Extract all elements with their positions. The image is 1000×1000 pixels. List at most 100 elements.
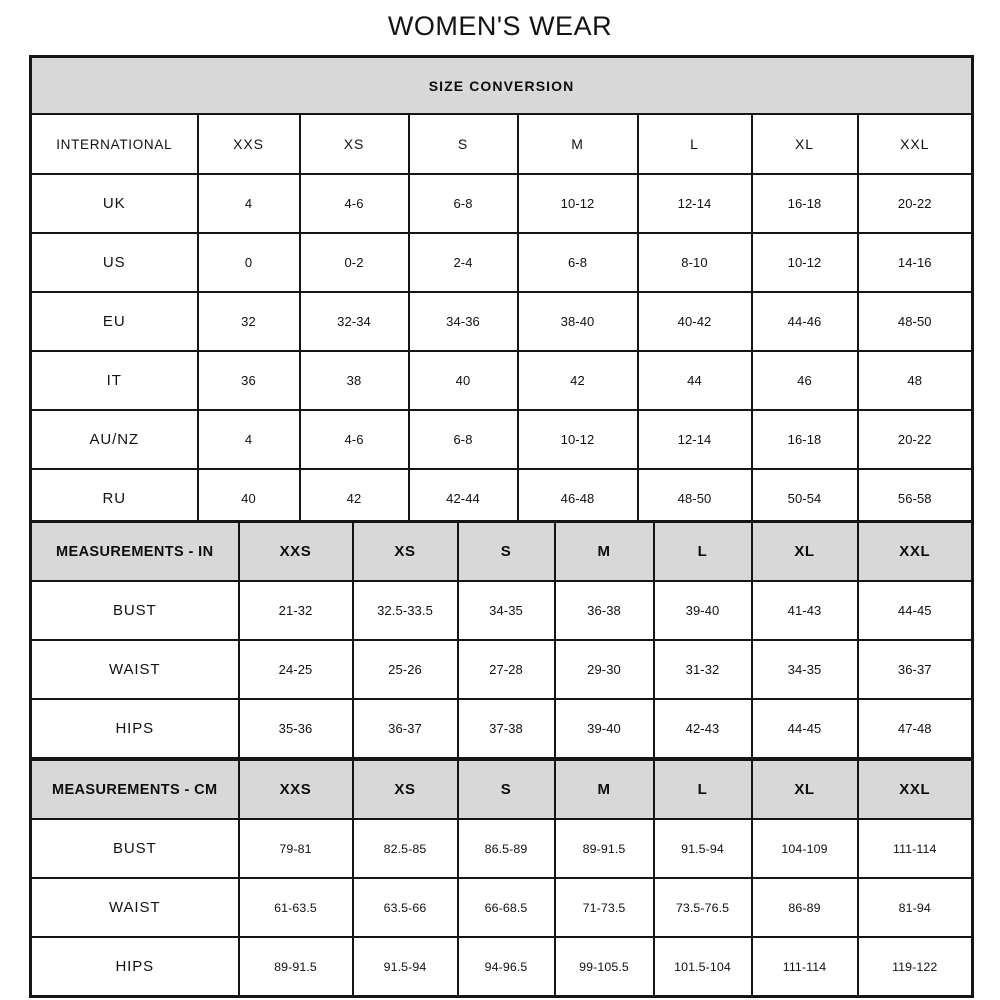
row-label-it: IT bbox=[29, 350, 199, 411]
cell-it-s: 40 bbox=[407, 350, 519, 411]
table-row: WAIST 61-63.5 63.5-66 66-68.5 71-73.5 73… bbox=[29, 877, 974, 938]
header-cell-cm-s: S bbox=[456, 758, 556, 820]
cell-aunz-l: 12-14 bbox=[636, 409, 753, 470]
cell-eu-m: 38-40 bbox=[516, 291, 639, 352]
cell-in-waist-xl: 34-35 bbox=[750, 639, 859, 700]
cell-us-s: 2-4 bbox=[407, 232, 519, 293]
cell-in-hips-l: 42-43 bbox=[652, 698, 753, 760]
cell-eu-xs: 32-34 bbox=[298, 291, 410, 352]
cell-in-hips-xxs: 35-36 bbox=[237, 698, 354, 760]
row-label-cm-waist: WAIST bbox=[29, 877, 240, 938]
cell-cm-hips-xl: 111-114 bbox=[750, 936, 859, 998]
header-cell-cm-xxs: XXS bbox=[237, 758, 354, 820]
cell-it-xxl: 48 bbox=[856, 350, 974, 411]
cell-ru-s: 42-44 bbox=[407, 468, 519, 530]
row-label-in-hips: HIPS bbox=[29, 698, 240, 760]
header-cell-s: S bbox=[407, 113, 519, 175]
cell-in-bust-xl: 41-43 bbox=[750, 580, 859, 641]
row-label-eu: EU bbox=[29, 291, 199, 352]
cell-in-hips-xs: 36-37 bbox=[351, 698, 459, 760]
cell-cm-bust-l: 91.5-94 bbox=[652, 818, 753, 879]
cell-in-hips-xxl: 47-48 bbox=[856, 698, 974, 760]
table-row: HIPS 89-91.5 91.5-94 94-96.5 99-105.5 10… bbox=[29, 936, 974, 998]
cell-cm-waist-s: 66-68.5 bbox=[456, 877, 556, 938]
cell-ru-l: 48-50 bbox=[636, 468, 753, 530]
cell-aunz-xl: 16-18 bbox=[750, 409, 859, 470]
cell-cm-hips-l: 101.5-104 bbox=[652, 936, 753, 998]
table-row: EU 32 32-34 34-36 38-40 40-42 44-46 48-5… bbox=[29, 291, 974, 352]
table-banner-row: SIZE CONVERSION bbox=[29, 55, 974, 115]
header-cell-in-s: S bbox=[456, 520, 556, 582]
header-cell-xs: XS bbox=[298, 113, 410, 175]
header-cell-l: L bbox=[636, 113, 753, 175]
cell-in-bust-xxs: 21-32 bbox=[237, 580, 354, 641]
header-cell-in-xxl: XXL bbox=[856, 520, 974, 582]
cell-in-bust-s: 34-35 bbox=[456, 580, 556, 641]
measurements-in-table: MEASUREMENTS - IN XXS XS S M L XL XXL BU… bbox=[29, 520, 974, 760]
measurements-cm-table: MEASUREMENTS - CM XXS XS S M L XL XXL BU… bbox=[29, 758, 974, 998]
cell-cm-waist-l: 73.5-76.5 bbox=[652, 877, 753, 938]
header-cell-cm-xl: XL bbox=[750, 758, 859, 820]
cell-cm-bust-s: 86.5-89 bbox=[456, 818, 556, 879]
cell-eu-l: 40-42 bbox=[636, 291, 753, 352]
header-cell-cm-l: L bbox=[652, 758, 753, 820]
cell-in-bust-l: 39-40 bbox=[652, 580, 753, 641]
cell-it-l: 44 bbox=[636, 350, 753, 411]
header-cell-xxs: XXS bbox=[196, 113, 301, 175]
cell-uk-xl: 16-18 bbox=[750, 173, 859, 234]
cell-cm-hips-m: 99-105.5 bbox=[553, 936, 655, 998]
header-cell-xl: XL bbox=[750, 113, 859, 175]
row-label-cm-bust: BUST bbox=[29, 818, 240, 879]
header-cell-in-m: M bbox=[553, 520, 655, 582]
header-cell-cm-xxl: XXL bbox=[856, 758, 974, 820]
cell-in-bust-m: 36-38 bbox=[553, 580, 655, 641]
table-row: HIPS 35-36 36-37 37-38 39-40 42-43 44-45… bbox=[29, 698, 974, 760]
size-conversion-table: SIZE CONVERSION INTERNATIONAL XXS XS S M… bbox=[29, 55, 975, 530]
cell-in-waist-xxl: 36-37 bbox=[856, 639, 974, 700]
cell-ru-xl: 50-54 bbox=[750, 468, 859, 530]
cell-uk-m: 10-12 bbox=[516, 173, 639, 234]
table-row: US 0 0-2 2-4 6-8 8-10 10-12 14-16 bbox=[29, 232, 974, 293]
cell-cm-hips-s: 94-96.5 bbox=[456, 936, 556, 998]
cell-aunz-s: 6-8 bbox=[407, 409, 519, 470]
header-cell-xxl: XXL bbox=[856, 113, 974, 175]
cell-us-l: 8-10 bbox=[636, 232, 753, 293]
cell-us-xl: 10-12 bbox=[750, 232, 859, 293]
page-title: WOMEN'S WEAR bbox=[387, 11, 613, 41]
cell-in-bust-xs: 32.5-33.5 bbox=[351, 580, 459, 641]
header-cell-international: INTERNATIONAL bbox=[29, 113, 199, 175]
cell-eu-s: 34-36 bbox=[407, 291, 519, 352]
row-label-in-waist: WAIST bbox=[29, 639, 240, 700]
cell-it-xxs: 36 bbox=[196, 350, 301, 411]
cell-cm-waist-xs: 63.5-66 bbox=[351, 877, 459, 938]
cell-cm-bust-xxl: 111-114 bbox=[856, 818, 974, 879]
cell-cm-hips-xs: 91.5-94 bbox=[351, 936, 459, 998]
cell-cm-waist-xxs: 61-63.5 bbox=[237, 877, 354, 938]
cell-in-waist-xs: 25-26 bbox=[351, 639, 459, 700]
cell-it-xs: 38 bbox=[298, 350, 410, 411]
row-label-aunz: AU/NZ bbox=[29, 409, 199, 470]
cell-ru-m: 46-48 bbox=[516, 468, 639, 530]
table-header-row: MEASUREMENTS - CM XXS XS S M L XL XXL bbox=[29, 758, 974, 820]
cell-in-waist-xxs: 24-25 bbox=[237, 639, 354, 700]
cell-aunz-m: 10-12 bbox=[516, 409, 639, 470]
row-label-uk: UK bbox=[29, 173, 199, 234]
table-row: WAIST 24-25 25-26 27-28 29-30 31-32 34-3… bbox=[29, 639, 974, 700]
header-cell-in-xxs: XXS bbox=[237, 520, 354, 582]
cell-ru-xxl: 56-58 bbox=[856, 468, 974, 530]
cell-cm-hips-xxl: 119-122 bbox=[856, 936, 974, 998]
cell-us-xxs: 0 bbox=[196, 232, 301, 293]
header-cell-m: M bbox=[516, 113, 639, 175]
cell-aunz-xxs: 4 bbox=[196, 409, 301, 470]
cell-in-waist-l: 31-32 bbox=[652, 639, 753, 700]
cell-cm-hips-xxs: 89-91.5 bbox=[237, 936, 354, 998]
table-row: IT 36 38 40 42 44 46 48 bbox=[29, 350, 974, 411]
cell-cm-bust-xxs: 79-81 bbox=[237, 818, 354, 879]
cell-aunz-xxl: 20-22 bbox=[856, 409, 974, 470]
cell-in-hips-xl: 44-45 bbox=[750, 698, 859, 760]
cell-uk-xxl: 20-22 bbox=[856, 173, 974, 234]
header-cell-cm-m: M bbox=[553, 758, 655, 820]
cell-cm-bust-m: 89-91.5 bbox=[553, 818, 655, 879]
table-row: BUST 79-81 82.5-85 86.5-89 89-91.5 91.5-… bbox=[29, 818, 974, 879]
table-header-row: MEASUREMENTS - IN XXS XS S M L XL XXL bbox=[29, 520, 974, 582]
